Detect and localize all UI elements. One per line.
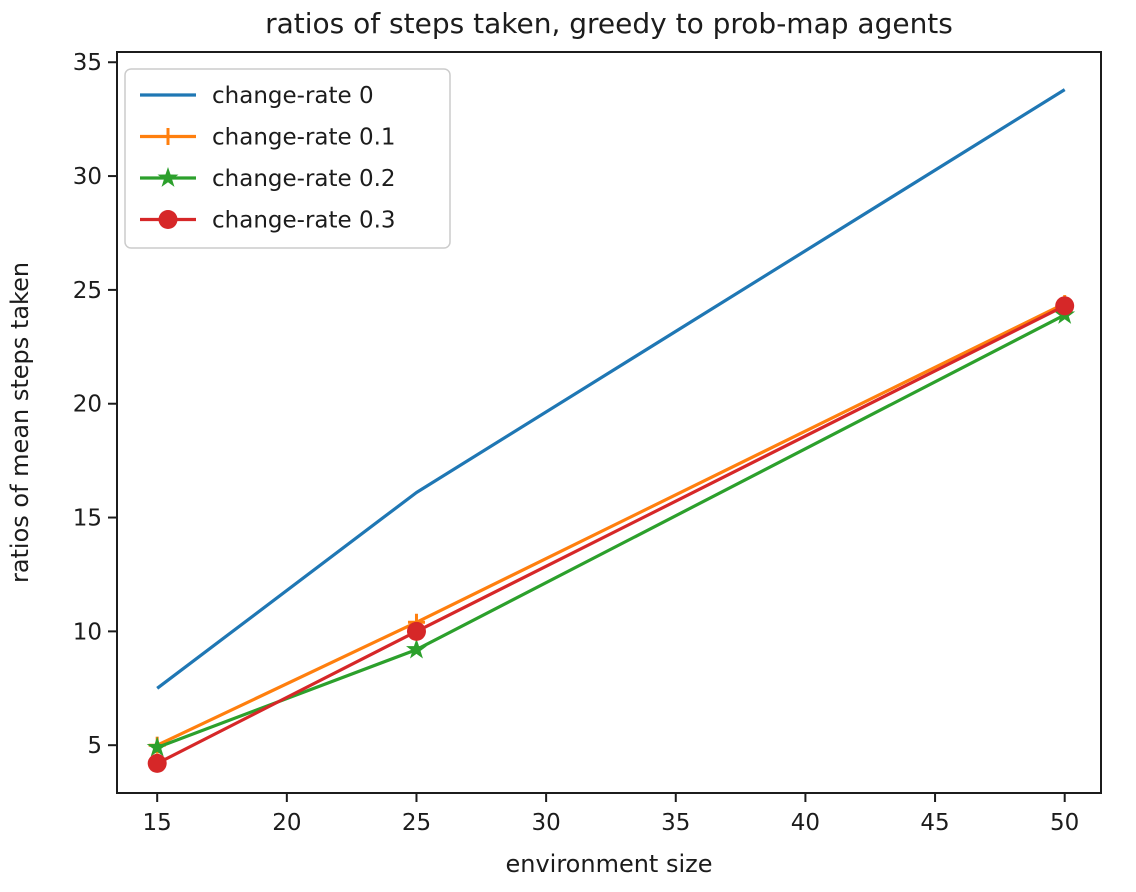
y-tick-label: 10 <box>73 619 102 645</box>
legend-label: change-rate 0.1 <box>212 125 396 151</box>
y-axis-label: ratios of mean steps taken <box>6 262 34 583</box>
legend-label: change-rate 0.3 <box>212 208 396 234</box>
legend-star-marker <box>157 167 179 187</box>
x-tick-label: 25 <box>402 810 431 836</box>
series-line-2 <box>156 313 1066 749</box>
plot-border <box>116 51 1102 794</box>
chart-title: ratios of steps taken, greedy to prob-ma… <box>265 7 953 40</box>
y-tick-label: 5 <box>87 733 102 759</box>
y-tick-label: 35 <box>73 50 102 76</box>
series-3-circle-marker <box>1055 296 1075 316</box>
y-tick-label: 15 <box>73 506 102 532</box>
series-3-circle-marker <box>406 621 426 641</box>
x-tick-label: 45 <box>920 810 949 836</box>
series-2-star-marker <box>406 638 427 659</box>
series-2-star-marker <box>146 736 168 757</box>
x-tick-label: 30 <box>531 810 560 836</box>
x-tick-label: 35 <box>661 810 690 836</box>
series-line-3 <box>156 304 1066 765</box>
x-tick-label: 20 <box>272 810 301 836</box>
legend-label: change-rate 0.2 <box>212 166 396 192</box>
x-tick-label: 40 <box>791 810 820 836</box>
x-tick-label: 15 <box>143 810 172 836</box>
series-3-circle-marker <box>147 753 167 773</box>
legend-label: change-rate 0 <box>212 83 374 109</box>
legend-box <box>124 68 451 249</box>
x-tick-label: 50 <box>1050 810 1079 836</box>
series-line-0 <box>156 88 1066 690</box>
y-tick-label: 25 <box>73 278 102 304</box>
y-tick-label: 30 <box>73 164 102 190</box>
y-tick-label: 20 <box>73 392 102 418</box>
x-axis-label: environment size <box>505 850 712 878</box>
legend-circle-marker <box>158 210 178 229</box>
